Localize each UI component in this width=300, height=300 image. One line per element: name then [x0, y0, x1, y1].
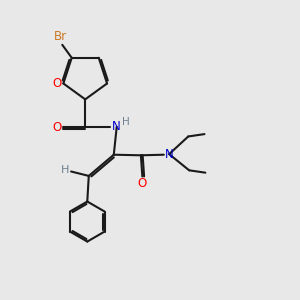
Text: O: O — [52, 121, 61, 134]
Text: H: H — [61, 165, 69, 175]
Text: N: N — [112, 120, 121, 133]
Text: O: O — [138, 177, 147, 190]
Text: H: H — [122, 117, 129, 127]
Text: O: O — [52, 77, 62, 90]
Text: Br: Br — [54, 30, 68, 43]
Text: N: N — [165, 148, 173, 160]
